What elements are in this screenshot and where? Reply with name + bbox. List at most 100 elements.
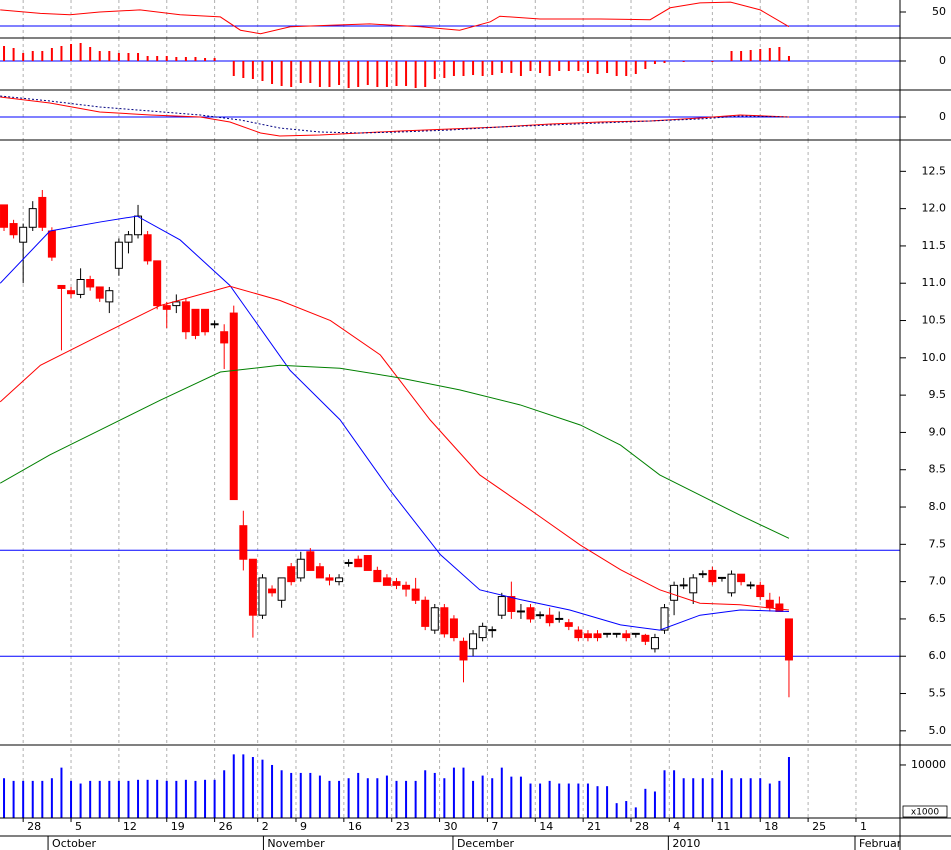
candle-body [315,566,324,579]
candle-body [622,633,631,639]
month-row: October November December 2010 Februar [47,836,902,850]
candle-body [325,577,334,581]
x-tick-label: 28 [27,820,41,833]
y-tick-label: 5.5 [929,687,947,700]
x-tick-label: 25 [812,820,826,833]
x-tick-label: 7 [491,820,498,833]
x-tick-label: 18 [764,820,778,833]
candle-body [162,305,171,310]
x-tick-label: 11 [716,820,730,833]
series-line [0,1,790,35]
y-tick-label: 0 [939,54,946,67]
candle-body [421,599,430,627]
month-label: December [457,837,515,850]
panel [0,140,900,745]
series-line [0,95,789,134]
candle-body [775,603,784,612]
candle-body [411,588,420,601]
y-tick-label: 10.0 [922,351,947,364]
x-tick-label: 5 [75,820,82,833]
x-tick-label: 30 [444,820,458,833]
y-tick-label: 6.5 [929,612,947,625]
candle-body [0,204,9,228]
candle-body [57,284,66,289]
month-label: November [267,837,325,850]
candle-body [191,308,200,336]
candle-body [593,633,602,639]
candle-body [430,607,439,631]
month-label: Februar [859,837,902,850]
candle-body [660,607,669,631]
month-label: 2010 [672,837,700,850]
x-tick-label: 1 [860,820,867,833]
candle-body [737,573,746,583]
x-tick-label: 28 [635,820,649,833]
candle-body [459,640,468,661]
month-label: October [52,837,96,850]
candle-body [583,633,592,639]
series-line [0,215,789,631]
candle-body [402,584,411,590]
y-tick-label: 5.0 [929,724,947,737]
candle-body [220,331,229,344]
candle-body [689,577,698,594]
x-tick-label: 14 [539,820,553,833]
y-tick-label: 12.0 [922,202,947,215]
series-line [0,285,790,611]
y-tick-label: 0 [939,110,946,123]
x-tick-label: 21 [587,820,601,833]
candle-body [268,588,277,594]
candle-body [181,301,190,333]
y-tick-label: 11.5 [922,239,947,252]
x-tick-label: 16 [348,820,362,833]
candle-body [172,301,181,307]
y-tick-label: 12.5 [922,164,947,177]
unit-box [902,805,948,818]
y-tick-label: 7.5 [929,537,947,550]
candle-body [76,279,85,295]
x-tick-label: 9 [300,820,307,833]
x-tick-label: 19 [171,820,185,833]
panel [3,748,857,818]
candle-body [296,558,305,579]
candle-body [574,629,583,639]
y-tick-label: 7.0 [929,575,947,588]
candle-body [545,614,554,624]
candle-body [277,577,286,601]
plot-area [0,0,900,818]
candle-body [641,634,650,642]
y-tick-label: 11.0 [922,276,947,289]
candle-body [469,633,478,650]
candle-body [287,566,296,583]
candle-body [392,581,401,586]
candle-body [114,241,123,269]
candle-body [708,569,717,583]
y-tick-label: 6.0 [929,649,947,662]
candle-body [382,577,391,586]
candle-body [9,223,18,236]
candle-body [258,577,267,616]
candle-body [86,279,95,288]
candle-body [564,622,573,627]
y-tick-label: 8.0 [929,500,947,513]
candle-body [650,637,659,650]
candle-body [306,551,315,571]
candle-body [784,618,793,661]
candle-body [239,525,248,560]
candle-body [449,618,458,639]
candle-body [19,226,28,243]
panel [0,38,900,90]
candle-body [440,607,449,635]
y-tick-label: 10000 [911,758,946,771]
candle-body [124,234,133,243]
candle-body [47,230,56,258]
x-tick-label: 12 [123,820,137,833]
panel [0,0,900,38]
x-tick-label: 4 [673,820,680,833]
y-tick-label: 9.0 [929,425,947,438]
candle-body [229,312,238,501]
candle-body [670,584,679,601]
candle-body [765,599,774,609]
candle-body [28,208,37,228]
